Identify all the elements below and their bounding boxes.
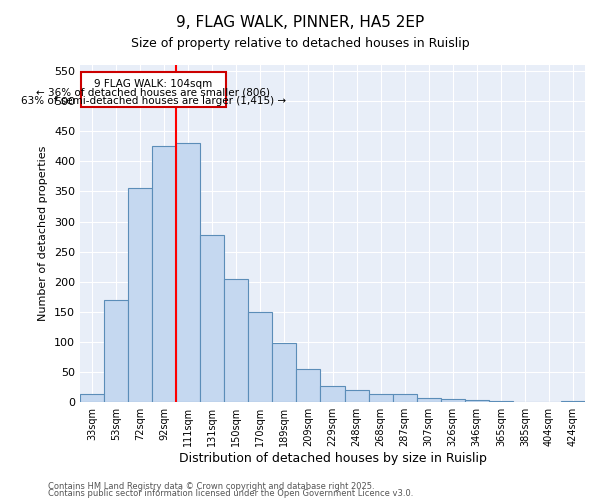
Bar bbox=[104, 300, 128, 402]
Text: ← 36% of detached houses are smaller (806): ← 36% of detached houses are smaller (80… bbox=[37, 88, 271, 98]
Bar bbox=[441, 399, 465, 402]
Bar bbox=[296, 369, 320, 402]
Bar bbox=[176, 144, 200, 402]
Bar bbox=[320, 386, 344, 402]
Bar bbox=[81, 72, 226, 107]
Bar bbox=[344, 390, 368, 402]
Y-axis label: Number of detached properties: Number of detached properties bbox=[38, 146, 49, 322]
Bar bbox=[368, 394, 392, 402]
Bar bbox=[561, 401, 585, 402]
Text: 9 FLAG WALK: 104sqm: 9 FLAG WALK: 104sqm bbox=[94, 80, 212, 90]
X-axis label: Distribution of detached houses by size in Ruislip: Distribution of detached houses by size … bbox=[179, 452, 487, 465]
Bar bbox=[224, 279, 248, 402]
Bar bbox=[272, 343, 296, 402]
Bar bbox=[248, 312, 272, 402]
Bar bbox=[200, 235, 224, 402]
Text: Contains public sector information licensed under the Open Government Licence v3: Contains public sector information licen… bbox=[48, 490, 413, 498]
Text: Size of property relative to detached houses in Ruislip: Size of property relative to detached ho… bbox=[131, 38, 469, 51]
Text: Contains HM Land Registry data © Crown copyright and database right 2025.: Contains HM Land Registry data © Crown c… bbox=[48, 482, 374, 491]
Bar bbox=[392, 394, 416, 402]
Bar bbox=[152, 146, 176, 402]
Bar bbox=[465, 400, 489, 402]
Text: 63% of semi-detached houses are larger (1,415) →: 63% of semi-detached houses are larger (… bbox=[21, 96, 286, 106]
Text: 9, FLAG WALK, PINNER, HA5 2EP: 9, FLAG WALK, PINNER, HA5 2EP bbox=[176, 15, 424, 30]
Bar bbox=[489, 401, 513, 402]
Bar bbox=[416, 398, 441, 402]
Bar bbox=[128, 188, 152, 402]
Bar bbox=[80, 394, 104, 402]
